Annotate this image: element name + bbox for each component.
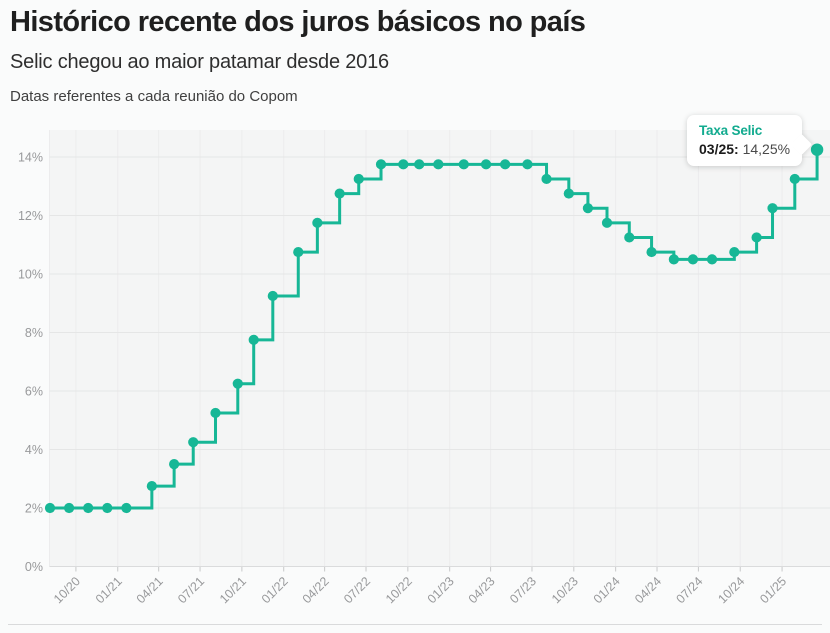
page-title: Histórico recente dos juros básicos no p… [10, 6, 586, 38]
data-point[interactable] [522, 159, 533, 170]
x-tick-label: 01/23 [425, 574, 457, 606]
data-point[interactable] [706, 254, 718, 265]
data-point[interactable] [210, 407, 221, 419]
data-point[interactable] [146, 480, 157, 492]
data-point[interactable] [414, 159, 425, 170]
data-point[interactable] [293, 246, 304, 258]
y-tick-label: 12% [18, 209, 43, 223]
data-point[interactable] [541, 173, 552, 185]
x-tick-label: 10/24 [715, 574, 747, 606]
x-tick-label: 07/23 [507, 574, 539, 606]
x-tick-label: 04/23 [466, 574, 498, 606]
data-point[interactable] [63, 502, 75, 514]
data-point[interactable] [83, 502, 94, 514]
data-point[interactable] [751, 232, 762, 243]
data-point[interactable] [601, 217, 613, 228]
x-tick-label: 10/20 [51, 574, 83, 606]
data-point[interactable] [789, 173, 800, 185]
data-point[interactable] [375, 159, 387, 170]
x-tick-label: 04/22 [300, 574, 332, 606]
data-point[interactable] [687, 254, 699, 265]
y-tick-label: 2% [25, 502, 43, 516]
y-tick-label: 4% [25, 443, 43, 457]
data-point[interactable] [169, 459, 180, 470]
data-point[interactable] [729, 246, 740, 258]
data-point[interactable] [398, 159, 409, 170]
bottom-divider [8, 624, 822, 625]
tooltip-value-line: 03/25: 14,25% [699, 141, 790, 157]
chart-header: Histórico recente dos juros básicos no p… [10, 4, 820, 106]
data-point[interactable] [188, 437, 199, 448]
data-point[interactable] [102, 502, 113, 514]
data-point[interactable] [458, 159, 469, 170]
page-subtitle: Selic chegou ao maior patamar desde 2016 [10, 51, 389, 74]
y-tick-label: 0% [25, 560, 43, 574]
tooltip: Taxa Selic 03/25: 14,25% [687, 115, 813, 166]
y-tick-label: 14% [18, 151, 43, 165]
data-point[interactable] [480, 159, 492, 170]
data-point[interactable] [433, 159, 444, 170]
x-tick-label: 10/23 [549, 574, 581, 606]
data-point[interactable] [44, 502, 56, 514]
x-tick-label: 04/24 [632, 574, 664, 606]
data-point[interactable] [500, 159, 511, 170]
data-point[interactable] [624, 232, 635, 243]
x-tick-label: 04/21 [134, 574, 166, 606]
y-tick-label: 8% [25, 326, 43, 340]
data-point[interactable] [312, 217, 323, 228]
data-point[interactable] [646, 246, 657, 258]
data-point[interactable] [353, 173, 364, 185]
tooltip-point-label: 03/25: [699, 141, 739, 157]
x-tick-label: 01/24 [591, 574, 623, 606]
x-tick-label: 07/21 [175, 574, 207, 606]
data-point[interactable] [668, 254, 679, 265]
data-point[interactable] [334, 188, 345, 199]
x-tick-label: 07/22 [341, 574, 373, 606]
y-tick-label: 10% [18, 268, 43, 282]
x-tick-label: 01/25 [757, 574, 789, 606]
data-point[interactable] [267, 290, 278, 302]
x-tick-label: 01/22 [259, 574, 291, 606]
x-tick-label: 10/22 [383, 574, 415, 606]
data-point[interactable] [767, 203, 778, 214]
tooltip-series-label: Taxa Selic [699, 123, 763, 138]
x-tick-label: 01/21 [93, 574, 125, 606]
tooltip-point-value: 14,25% [742, 141, 791, 157]
x-tick-label: 07/24 [674, 574, 706, 606]
data-point[interactable] [121, 502, 132, 514]
x-tick-label: 10/21 [217, 574, 249, 606]
data-point[interactable] [563, 188, 574, 199]
y-tick-label: 6% [25, 385, 43, 399]
data-point[interactable] [248, 334, 259, 345]
data-point[interactable] [582, 203, 594, 214]
data-point[interactable] [232, 378, 243, 389]
chart-caption: Datas referentes a cada reunião do Copom [10, 88, 298, 106]
data-point-highlight[interactable] [810, 143, 824, 156]
plot-area [49, 130, 830, 567]
